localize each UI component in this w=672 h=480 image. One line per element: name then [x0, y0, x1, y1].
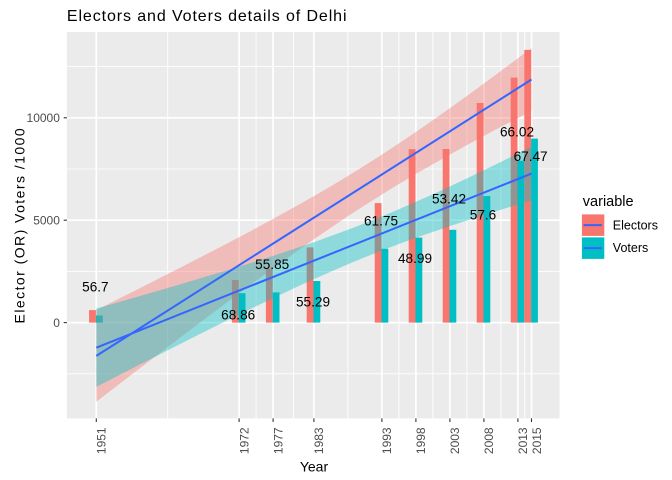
- svg-text:10000: 10000: [27, 111, 61, 125]
- svg-text:Elector (OR) Voters /1000: Elector (OR) Voters /1000: [12, 127, 28, 324]
- svg-text:0: 0: [53, 316, 60, 330]
- svg-text:1972: 1972: [237, 427, 251, 454]
- svg-text:2013: 2013: [516, 427, 530, 454]
- svg-text:variable: variable: [583, 194, 634, 210]
- svg-text:Voters: Voters: [613, 241, 648, 255]
- svg-text:61.75: 61.75: [364, 213, 398, 228]
- svg-text:57.6: 57.6: [470, 207, 496, 222]
- svg-text:Electors and Voters details of: Electors and Voters details of Delhi: [67, 8, 348, 25]
- svg-text:67.47: 67.47: [514, 149, 548, 164]
- svg-text:5000: 5000: [33, 213, 60, 227]
- svg-text:1977: 1977: [271, 427, 285, 454]
- svg-text:Year: Year: [300, 459, 329, 475]
- svg-text:66.02: 66.02: [500, 124, 534, 139]
- svg-text:68.86: 68.86: [221, 307, 255, 322]
- svg-text:53.42: 53.42: [432, 191, 466, 206]
- svg-text:48.99: 48.99: [398, 251, 432, 266]
- svg-text:55.29: 55.29: [296, 295, 330, 310]
- svg-text:2008: 2008: [482, 427, 496, 454]
- svg-text:1951: 1951: [95, 427, 109, 454]
- svg-text:1983: 1983: [312, 427, 326, 454]
- svg-text:1998: 1998: [414, 427, 428, 454]
- svg-text:56.7: 56.7: [82, 279, 108, 294]
- svg-text:Electors: Electors: [613, 218, 658, 232]
- svg-text:1993: 1993: [380, 427, 394, 454]
- svg-text:55.85: 55.85: [255, 257, 289, 272]
- svg-text:2003: 2003: [448, 427, 462, 454]
- svg-text:2015: 2015: [530, 427, 544, 454]
